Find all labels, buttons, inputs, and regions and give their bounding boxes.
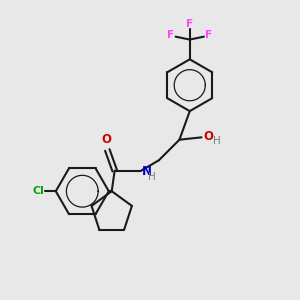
- Text: F: F: [167, 31, 174, 40]
- Text: H: H: [213, 136, 221, 146]
- Text: O: O: [102, 134, 112, 146]
- Text: N: N: [142, 165, 152, 178]
- Text: O: O: [203, 130, 213, 143]
- Text: F: F: [206, 31, 212, 40]
- Text: H: H: [148, 172, 155, 182]
- Text: F: F: [186, 19, 193, 29]
- Text: Cl: Cl: [32, 186, 44, 196]
